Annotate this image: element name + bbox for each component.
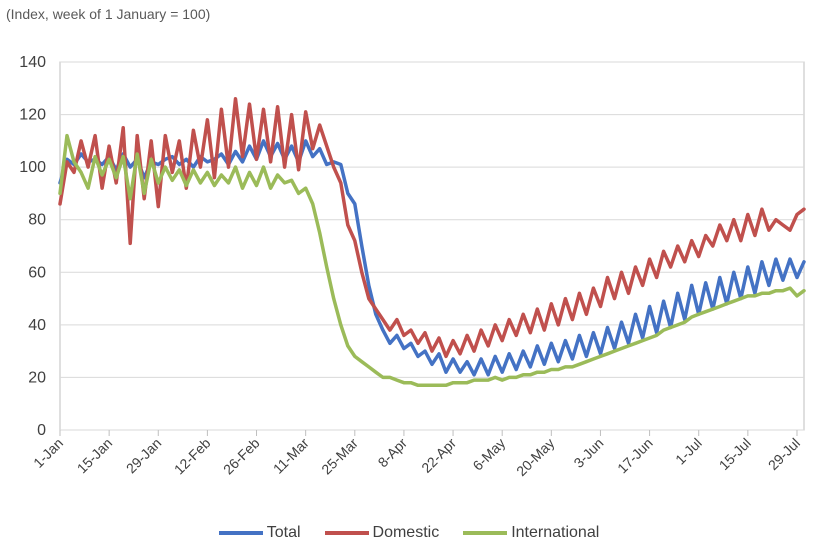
- x-tick-label: 20-May: [513, 435, 557, 479]
- series-line-international: [58, 133, 806, 388]
- legend-label: Total: [266, 524, 301, 541]
- x-tick-label: 17-Jun: [614, 435, 656, 477]
- y-tick-label: 0: [37, 422, 46, 439]
- y-tick-label: 80: [28, 212, 46, 229]
- x-tick-label: 11-Mar: [270, 435, 312, 477]
- legend-swatch: [324, 531, 369, 535]
- x-tick-label: 15-Jan: [74, 435, 116, 477]
- x-tick-label: 6-May: [469, 435, 508, 474]
- y-tick-label: 100: [19, 159, 46, 176]
- y-tick-label: 60: [28, 264, 46, 281]
- chart-legend: Total Domestic International: [0, 524, 818, 542]
- x-tick-label: 1-Jul: [672, 435, 705, 468]
- legend-item-total: Total: [218, 524, 301, 542]
- legend-item-domestic: Domestic: [324, 524, 440, 542]
- legend-item-international: International: [463, 524, 599, 542]
- x-tick-label: 8-Apr: [375, 435, 411, 471]
- x-tick-label: 25-Mar: [318, 435, 361, 478]
- x-tick-label: 1-Jan: [30, 435, 66, 471]
- x-tick-label: 12-Feb: [171, 435, 214, 478]
- series-line-domestic: [58, 97, 806, 359]
- chart-subtitle: (Index, week of 1 January = 100): [6, 6, 211, 22]
- y-tick-label: 20: [28, 369, 46, 386]
- x-tick-label: 26-Feb: [220, 435, 263, 478]
- legend-label: Domestic: [372, 524, 440, 541]
- y-tick-label: 40: [28, 317, 46, 334]
- legend-swatch: [218, 531, 263, 535]
- x-tick-label: 22-Apr: [418, 435, 459, 476]
- y-tick-label: 140: [19, 54, 46, 71]
- x-tick-label: 29-Jan: [123, 435, 165, 477]
- legend-swatch: [463, 531, 508, 535]
- y-tick-label: 120: [19, 107, 46, 124]
- x-tick-label: 29-Jul: [765, 435, 803, 473]
- legend-label: International: [511, 524, 600, 541]
- x-tick-label: 3-Jun: [570, 435, 606, 471]
- x-tick-label: 15-Jul: [716, 435, 754, 473]
